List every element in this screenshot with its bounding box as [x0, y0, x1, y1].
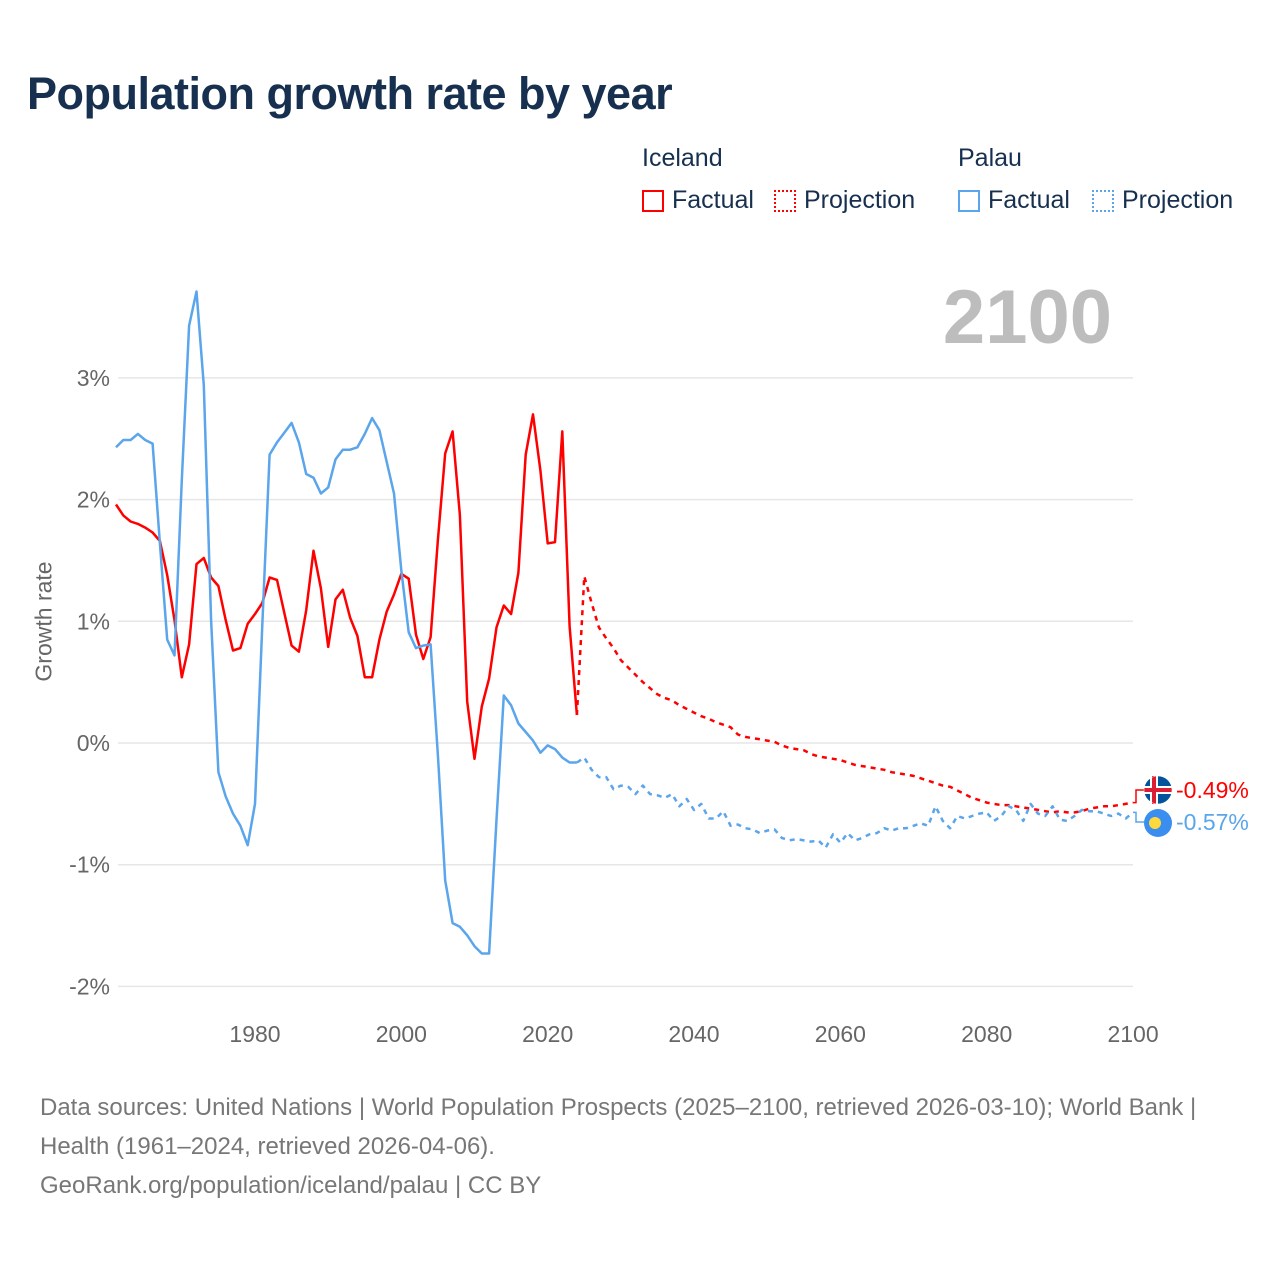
- x-tick-label: 2060: [815, 1021, 866, 1047]
- iceland-end-value: -0.49%: [1176, 777, 1249, 803]
- series-line-iceland-factual: [114, 413, 579, 761]
- palau-flag-icon: [1144, 809, 1172, 837]
- solid-swatch-icon: [958, 189, 980, 212]
- series-line-palau-factual: [115, 290, 577, 955]
- legend-palau-projection[interactable]: Projection: [1092, 186, 1233, 215]
- y-tick-label: -2%: [69, 973, 110, 999]
- palau-connector: [1133, 811, 1144, 823]
- legend-iceland-projection[interactable]: Projection: [774, 186, 915, 215]
- y-tick-label: 2%: [77, 487, 110, 513]
- legend-iceland-factual[interactable]: Factual: [642, 186, 754, 215]
- x-tick-label: 2100: [1107, 1021, 1158, 1047]
- flag-cross-red: [1144, 788, 1172, 792]
- y-tick-label: 1%: [77, 608, 110, 634]
- y-tick-label: 3%: [77, 365, 110, 391]
- y-tick-label: -1%: [69, 852, 110, 878]
- legend-label: Projection: [804, 186, 916, 214]
- legend-country: Palau: [958, 144, 1022, 172]
- solid-swatch-icon: [642, 189, 664, 212]
- dotted-swatch-icon: [774, 189, 796, 212]
- series-line-palau-projection: [576, 756, 1134, 849]
- x-tick-label: 2040: [668, 1021, 719, 1047]
- x-tick-label: 2020: [522, 1021, 573, 1047]
- legend-label: Factual: [988, 186, 1070, 214]
- iceland-flag-icon: [1143, 775, 1173, 805]
- flag-moon: [1149, 817, 1161, 829]
- x-tick-label: 1980: [229, 1021, 280, 1047]
- legend-label: Factual: [672, 186, 754, 214]
- flag-cross-red: [1152, 776, 1156, 804]
- dotted-swatch-icon: [1092, 189, 1114, 212]
- x-tick-label: 2000: [376, 1021, 427, 1047]
- x-tick-label: 2080: [961, 1021, 1012, 1047]
- legend-country: Iceland: [642, 144, 723, 172]
- legend-palau-factual[interactable]: Factual: [958, 186, 1070, 215]
- credit-link[interactable]: GeoRank.org/population/iceland/palau | C…: [40, 1172, 542, 1199]
- data-sources: Data sources: United Nations | World Pop…: [40, 1094, 1197, 1160]
- chart-title: Population growth rate by year: [27, 68, 673, 119]
- flag-rim: [1143, 775, 1173, 805]
- legend-label: Projection: [1122, 186, 1234, 214]
- footer: Data sources: United Nations | World Pop…: [40, 1088, 1240, 1205]
- palau-end-value: -0.57%: [1176, 809, 1249, 835]
- iceland-connector: [1133, 789, 1144, 804]
- series-line-iceland-projection: [575, 575, 1134, 814]
- current-year-label: 2100: [942, 275, 1112, 360]
- y-tick-label: 0%: [77, 730, 110, 756]
